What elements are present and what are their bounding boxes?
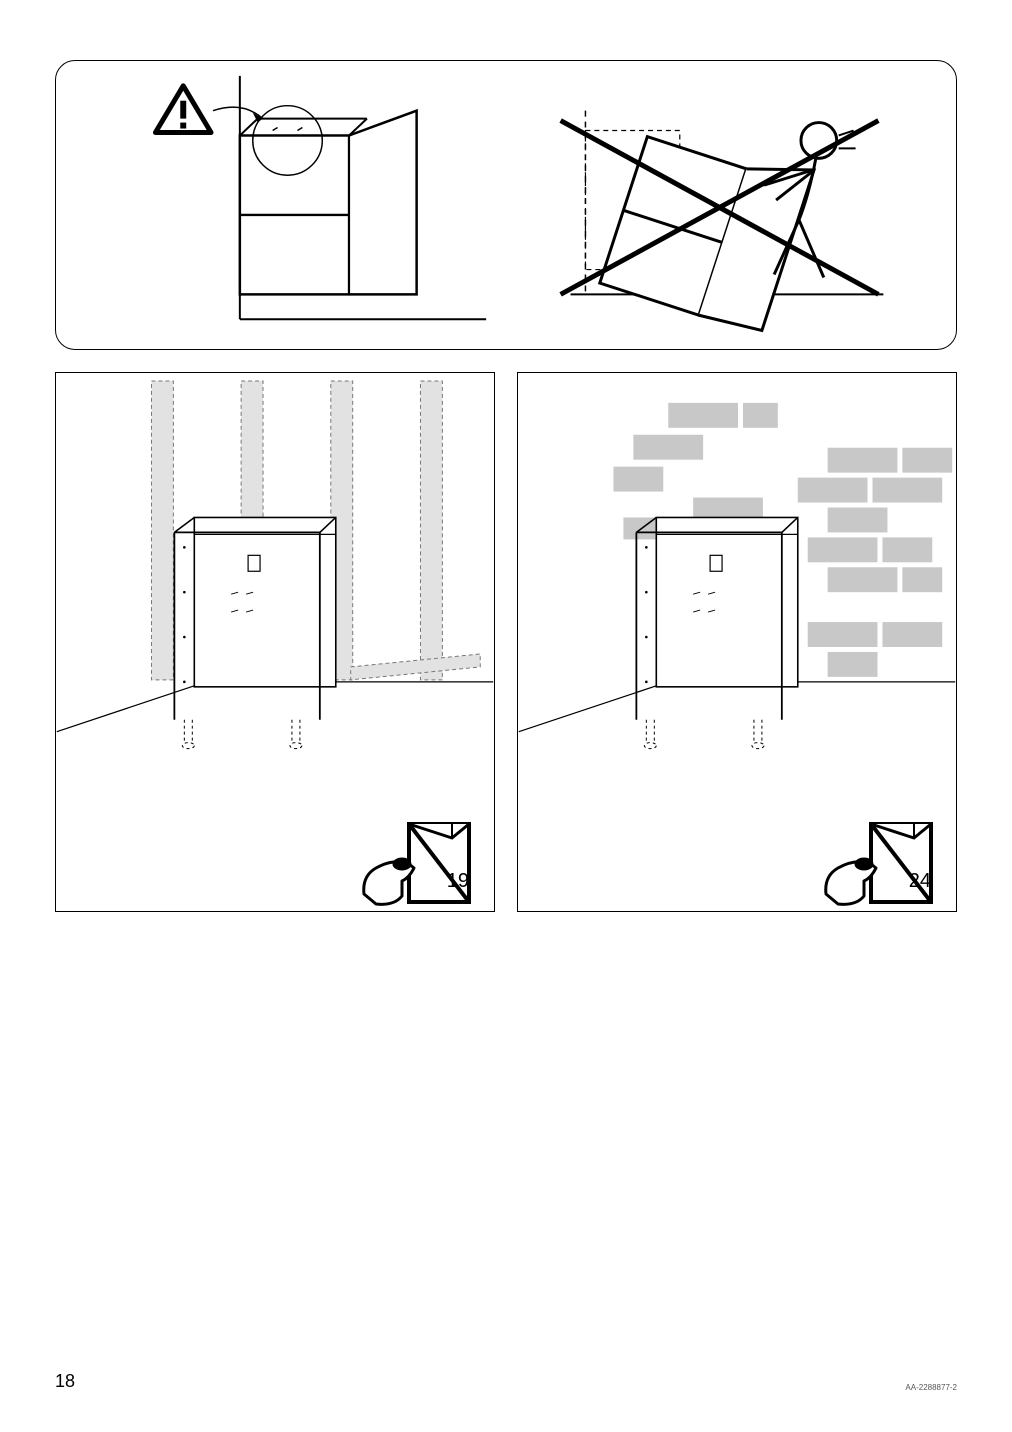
ref-number-left: 19 xyxy=(447,870,469,893)
hand-page-icon xyxy=(816,816,946,916)
document-id: AA-2288877-2 xyxy=(905,1383,957,1392)
reference-badge-right xyxy=(816,816,946,916)
page-number: 18 xyxy=(55,1371,75,1392)
warning-drawing xyxy=(56,61,956,349)
page-container: 19 xyxy=(0,0,1012,1432)
reference-badge-left xyxy=(354,816,484,916)
brick-wall-panel: 24 xyxy=(517,372,957,912)
stud-wall-panel: 19 xyxy=(55,372,495,912)
hand-page-icon xyxy=(354,816,484,916)
ref-number-right: 24 xyxy=(909,870,931,893)
warning-panel xyxy=(55,60,957,350)
wall-type-row: 19 xyxy=(55,372,957,912)
